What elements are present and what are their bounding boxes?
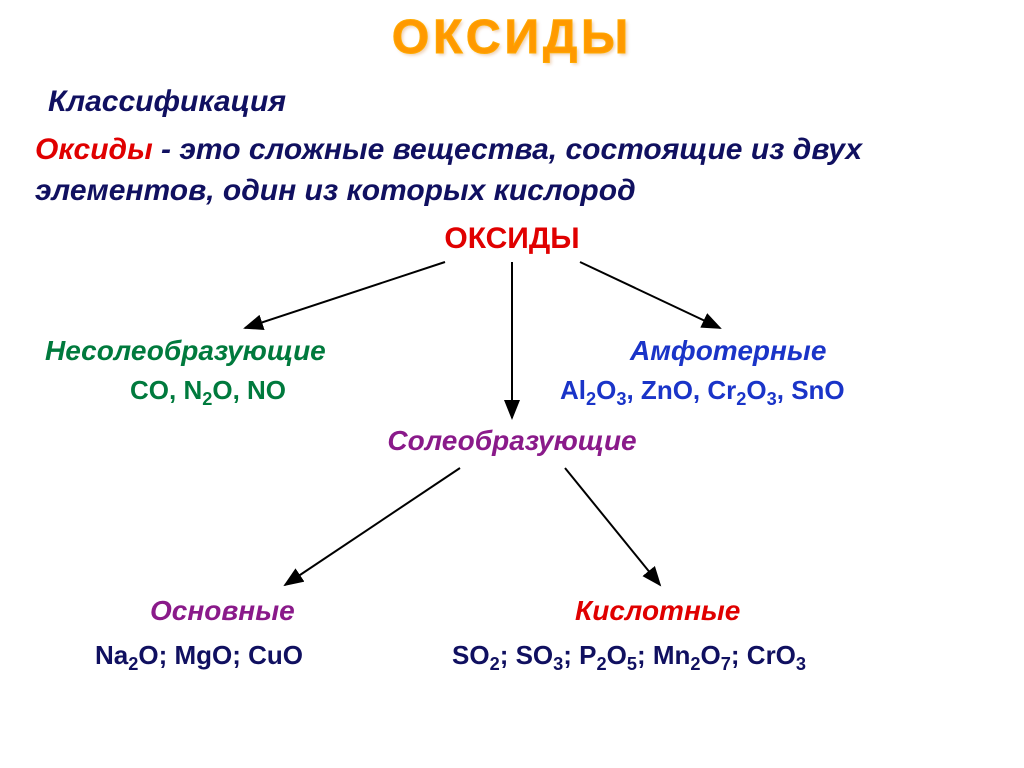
node-nesolo-examples: CO, N2O, NO (130, 375, 286, 410)
definition-term: Оксиды (35, 133, 153, 166)
node-nesolo: Несолеобразующие (45, 335, 326, 367)
definition-text: Оксиды - это сложные вещества, состоящие… (35, 130, 989, 211)
node-root: ОКСИДЫ (444, 222, 579, 256)
classification-label: Классификация (48, 85, 286, 119)
node-osnov: Основные (150, 595, 295, 627)
node-amf-examples: Al2O3, ZnO, Cr2O3, SnO (560, 375, 845, 410)
node-kisl: Кислотные (575, 595, 740, 627)
node-amf: Амфотерные (630, 335, 826, 367)
definition-rest: - это сложные вещества, состоящие из дву… (35, 133, 862, 207)
node-osnov-examples: Na2O; MgO; CuO (95, 640, 303, 675)
main-title: ОКСИДЫ (392, 10, 632, 65)
node-kisl-examples: SO2; SO3; P2O5; Mn2O7; CrO3 (452, 640, 806, 675)
node-sole: Солеобразующие (387, 425, 636, 457)
